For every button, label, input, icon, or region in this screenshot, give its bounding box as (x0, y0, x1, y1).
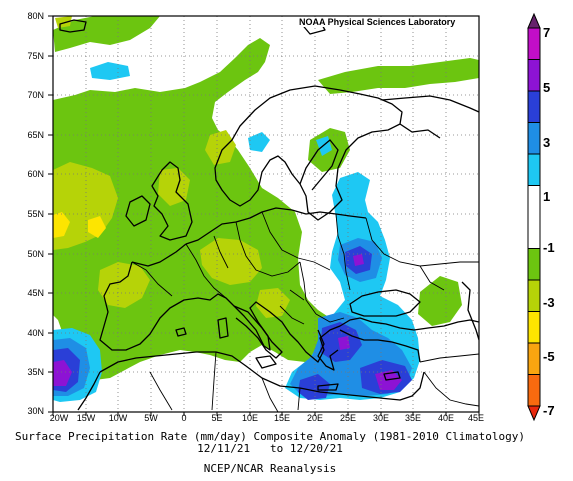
anomaly-fills (53, 16, 479, 402)
lon-label: 30E (372, 413, 389, 423)
very-wet-ukraine (353, 254, 364, 266)
lon-label: 20W (49, 413, 69, 423)
much-drier-patch-atlantic (53, 212, 70, 238)
turkey-coast (339, 329, 421, 363)
date-range: 12/11/21 to 12/20/21 (197, 442, 343, 455)
very-wet-aegean (338, 336, 350, 350)
country-borders (131, 211, 479, 412)
lon-label: 15W (76, 413, 96, 423)
balearic (175, 327, 187, 337)
colorbar-label: -5 (543, 349, 555, 364)
morocco-coast (77, 371, 101, 411)
lon-label: 35E (404, 413, 421, 423)
colorbar-label: 3 (543, 135, 551, 150)
chart-title: Surface Precipitation Rate (mm/day) Comp… (15, 430, 525, 443)
colorbar-label: 5 (543, 80, 551, 95)
dry-region-atlantic-mid (53, 128, 62, 160)
colorbar-label: -1 (543, 240, 555, 255)
ireland-coast (125, 195, 151, 227)
colorbar-swatch (527, 59, 541, 92)
north-africa-coast (99, 351, 425, 401)
lat-label: 70N (27, 90, 44, 100)
colorbar-swatch (527, 374, 541, 407)
iceland-coast (59, 19, 87, 33)
colorbar-swatch (527, 27, 541, 60)
drier-patch-norway (205, 130, 236, 165)
credit-label: NOAA Physical Sciences Laboratory (296, 17, 459, 27)
lon-label: 15E (273, 413, 290, 423)
lat-label: 65N (27, 130, 44, 140)
lat-label: 60N (27, 169, 44, 179)
dry-region-caspian (418, 276, 462, 326)
colorbar-swatch (527, 12, 541, 29)
colorbar-swatch (527, 405, 541, 422)
colorbar-swatch (527, 185, 541, 249)
lat-label: 50N (27, 249, 44, 259)
scandinavia-coast (214, 85, 403, 221)
lat-label: 35N (27, 367, 44, 377)
colorbar-swatch (527, 248, 541, 281)
lon-label: 45E (467, 413, 484, 423)
dry-region-north (53, 16, 160, 52)
drier-patch-greenland (55, 16, 72, 28)
lat-label: 40N (27, 328, 44, 338)
drier-patch-med (256, 288, 290, 318)
colorbar-label: -3 (543, 295, 555, 310)
colorbar (527, 12, 541, 422)
greece-coast (317, 329, 339, 371)
uk-coast (151, 161, 193, 241)
much-drier-patch-france (88, 216, 106, 238)
colorbar-swatch (527, 122, 541, 155)
colorbar-swatch (527, 153, 541, 186)
wet-region-baltic (248, 132, 270, 152)
lon-label: 10W (108, 413, 128, 423)
lon-label: 5E (211, 413, 223, 423)
sicily-sardinia (217, 317, 277, 369)
cyprus-crete (317, 371, 401, 391)
lon-label: 0 (181, 413, 187, 423)
lon-label: 10E (241, 413, 258, 423)
lat-label: 30N (27, 406, 44, 416)
wet-region-atlantic-north (90, 62, 130, 80)
colorbar-swatch (527, 279, 541, 312)
italy-coast (233, 305, 283, 359)
lon-label: 5W (144, 413, 158, 423)
axis-ticks (48, 15, 480, 416)
gulf-of-bothnia (299, 139, 339, 191)
strong-wet-libya (298, 374, 330, 400)
colorbar-swatch (527, 311, 541, 344)
lon-label: 40E (437, 413, 454, 423)
drier-patch-uk (158, 168, 190, 206)
lat-label: 55N (27, 209, 44, 219)
kola-white-sea (381, 95, 479, 139)
colorbar-label: 1 (543, 189, 551, 204)
lon-label: 25E (339, 413, 356, 423)
caspian-coast (461, 281, 479, 341)
lon-label: 20E (306, 413, 323, 423)
colorbar-swatch (527, 342, 541, 375)
dry-region-arctic (318, 58, 479, 94)
black-sea-coast (349, 289, 421, 317)
drier-patch-biscay (98, 262, 150, 308)
dataset-name: NCEP/NCAR Reanalysis (203, 462, 337, 475)
lat-label: 45N (27, 288, 44, 298)
colorbar-label: -7 (543, 403, 555, 418)
colorbar-swatch (527, 90, 541, 123)
very-wet-morocco (53, 360, 72, 386)
lat-label: 75N (27, 51, 44, 61)
coastlines (59, 17, 479, 411)
border-lines (131, 211, 479, 412)
drier-patch-alps (200, 238, 262, 285)
colorbar-label: 7 (543, 25, 551, 40)
lat-label: 80N (27, 11, 44, 21)
